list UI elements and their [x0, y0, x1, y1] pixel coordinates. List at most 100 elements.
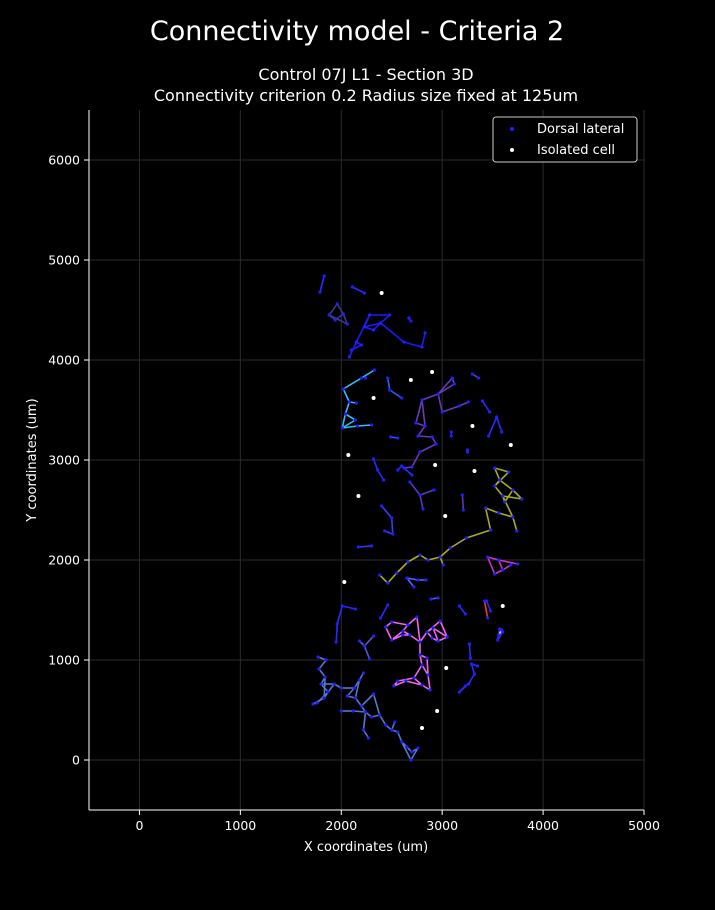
dorsal-lateral-cell: [423, 424, 427, 428]
dorsal-lateral-cell: [516, 562, 520, 566]
dorsal-lateral-cell: [324, 658, 328, 662]
dorsal-lateral-cell: [436, 392, 440, 396]
connection-edge: [312, 697, 325, 705]
chart-title-line1: Control 07J L1 - Section 3D: [258, 65, 473, 84]
dorsal-lateral-cell: [350, 285, 354, 289]
connection-edge: [380, 322, 405, 343]
dorsal-lateral-cell: [357, 678, 362, 682]
dorsal-lateral-cell: [388, 313, 392, 317]
connection-edge: [364, 322, 381, 328]
dorsal-lateral-cell: [341, 387, 345, 391]
dorsal-lateral-cell: [511, 488, 515, 492]
dorsal-lateral-cell: [507, 470, 511, 474]
connection-edge: [352, 286, 365, 294]
connection-edge: [497, 559, 504, 571]
dorsal-lateral-cell: [482, 599, 487, 603]
connection-edge: [416, 616, 421, 643]
isolated-cell: [443, 514, 448, 518]
dorsal-lateral-cell: [339, 686, 343, 690]
connection-edge: [407, 616, 418, 626]
dorsal-lateral-cell: [367, 657, 372, 661]
dorsal-lateral-cell: [404, 679, 408, 683]
legend-label-dorsal-lateral: Dorsal lateral: [537, 122, 624, 137]
connection-edge: [357, 424, 372, 427]
dorsal-lateral-cell: [515, 529, 519, 533]
connection-edge: [458, 605, 467, 615]
dorsal-lateral-cell: [333, 318, 337, 322]
dorsal-lateral-cell: [432, 488, 436, 492]
dorsal-lateral-cell: [366, 736, 371, 740]
connection-edge: [461, 494, 465, 511]
connection-edge: [391, 621, 409, 626]
connection-edge: [427, 556, 441, 561]
dorsal-lateral-cell: [317, 667, 321, 671]
dorsal-lateral-cell: [347, 355, 351, 359]
dorsal-lateral-cell: [468, 656, 473, 660]
dorsal-lateral-cell: [354, 401, 359, 405]
connection-edge: [386, 377, 391, 391]
connection-edge: [427, 674, 431, 691]
dorsal-lateral-cell: [341, 312, 345, 316]
dorsal-lateral-cell: [379, 616, 383, 620]
dorsal-lateral-cell: [416, 578, 420, 582]
connection-edge: [487, 556, 499, 561]
connection-edge: [342, 605, 356, 610]
dorsal-lateral-cell: [418, 493, 422, 497]
dorsal-lateral-cell: [400, 740, 404, 744]
legend: Dorsal lateral Isolated cell: [492, 116, 638, 163]
connection-edge: [381, 505, 393, 519]
connection-edge: [419, 489, 435, 496]
connection-edge: [341, 419, 356, 429]
dorsal-lateral-cell: [401, 633, 405, 637]
connection-edge: [504, 489, 514, 503]
y-tick-label: 2000: [48, 553, 80, 568]
dorsal-lateral-cell: [488, 410, 492, 414]
connection-edge: [486, 556, 496, 575]
dorsal-lateral-cell: [493, 484, 497, 488]
dorsal-lateral-cell: [497, 558, 501, 562]
dorsal-lateral-cell: [376, 468, 380, 472]
dorsal-lateral-cell: [357, 639, 362, 643]
dorsal-lateral-cell: [401, 629, 405, 633]
dorsal-lateral-cell: [461, 508, 465, 512]
isolated-cell: [356, 494, 361, 498]
connection-edge: [401, 741, 412, 761]
connection-edge: [351, 344, 362, 351]
dorsal-lateral-cell: [326, 690, 330, 694]
dorsal-lateral-cell: [416, 434, 420, 438]
dorsal-lateral-cell: [423, 331, 427, 335]
dorsal-lateral-cell: [457, 690, 461, 694]
connection-edge: [318, 668, 326, 678]
dorsal-lateral-cell: [353, 696, 357, 700]
dorsal-lateral-cell: [464, 536, 468, 540]
connection-edge: [378, 714, 387, 726]
connection-edge: [494, 471, 510, 487]
dorsal-lateral-cell: [371, 692, 376, 696]
connection-edge: [379, 574, 389, 584]
dorsal-lateral-cell: [420, 663, 424, 667]
dorsal-lateral-cell: [501, 568, 505, 572]
dorsal-lateral-cell: [493, 466, 497, 470]
connection-edge: [389, 389, 403, 399]
legend-label-isolated-cell: Isolated cell: [537, 143, 615, 158]
connection-edge: [355, 314, 371, 343]
dorsal-lateral-cell: [371, 457, 376, 461]
connection-edge: [419, 443, 437, 453]
dorsal-lateral-cell: [501, 494, 505, 498]
dorsal-lateral-cell: [457, 404, 461, 408]
dorsal-lateral-cell: [500, 430, 504, 434]
connection-edge: [419, 494, 424, 510]
connection-edge: [344, 401, 351, 415]
connection-edge: [335, 623, 339, 643]
isolated-cell: [371, 396, 376, 400]
connection-edge: [323, 676, 326, 699]
connection-edge: [413, 677, 423, 686]
dorsal-lateral-cell: [467, 642, 472, 646]
connection-edge: [344, 413, 356, 421]
dorsal-lateral-cell: [426, 558, 430, 562]
connection-edge: [353, 710, 366, 713]
dorsal-lateral-cell: [334, 640, 338, 644]
dorsal-lateral-cell: [465, 450, 470, 454]
connection-edge: [432, 627, 439, 642]
dorsal-lateral-cell: [386, 581, 390, 585]
